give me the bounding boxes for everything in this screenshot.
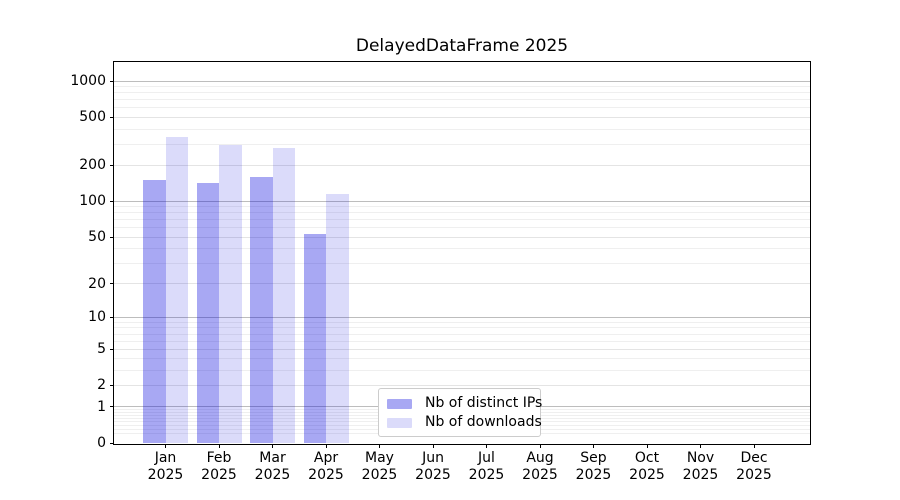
gridline-major	[114, 316, 810, 318]
x-axis-tick	[646, 444, 648, 448]
x-tick-label-sep: Sep 2025	[575, 450, 612, 483]
gridline-minor	[114, 321, 810, 323]
y-axis-tick	[110, 200, 114, 202]
y-tick-label: 100	[79, 193, 106, 210]
y-tick-label: 2	[97, 377, 106, 394]
x-axis-tick	[218, 444, 220, 448]
gridline-labeled	[114, 116, 810, 118]
legend-entry-downloads: Nb of downloads	[387, 413, 542, 432]
bar-mar-nb-of-distinct-ips	[250, 176, 273, 443]
legend-label-distinct-ips: Nb of distinct IPs	[425, 395, 543, 411]
gridline-labeled	[114, 164, 810, 166]
x-axis-tick	[379, 444, 380, 448]
legend-swatch-distinct-ips	[387, 398, 412, 409]
x-axis-tick	[165, 444, 166, 448]
gridline-minor	[114, 128, 810, 130]
gridline-minor	[114, 143, 810, 145]
y-axis-tick	[110, 442, 114, 444]
x-axis-tick	[486, 444, 487, 448]
gridline-minor	[114, 206, 810, 208]
y-tick-label: 500	[79, 109, 106, 126]
y-axis-tick	[110, 384, 114, 386]
gridline-minor	[114, 99, 810, 101]
bar-apr-nb-of-distinct-ips	[303, 234, 326, 443]
x-tick-label-oct: Oct 2025	[629, 450, 665, 483]
gridline-labeled	[114, 283, 810, 284]
gridline-minor	[114, 333, 810, 335]
y-axis-tick	[110, 80, 114, 82]
y-axis-tick	[110, 348, 114, 350]
y-tick-label: 1	[97, 398, 106, 415]
x-axis-tick	[272, 444, 273, 448]
x-tick-label-may: May 2025	[361, 450, 398, 483]
gridline-minor	[114, 219, 810, 221]
bar-feb-nb-of-downloads	[219, 144, 242, 443]
gridline-minor	[114, 227, 810, 229]
x-tick-label-nov: Nov 2025	[682, 450, 719, 483]
y-tick-label: 20	[88, 275, 106, 292]
bar-feb-nb-of-distinct-ips	[196, 183, 219, 443]
y-axis-tick	[110, 116, 114, 118]
gridline-minor	[114, 107, 810, 109]
chart-title: DelayedDataFrame 2025	[355, 36, 569, 56]
gridline-labeled	[114, 384, 810, 386]
x-tick-label-dec: Dec 2025	[736, 450, 772, 483]
legend: Nb of distinct IPs Nb of downloads	[378, 388, 542, 437]
y-tick-label: 0	[97, 435, 106, 451]
gridline-minor	[114, 247, 810, 249]
x-tick-label-apr: Apr 2025	[308, 450, 344, 483]
x-axis-tick	[539, 444, 541, 448]
gridline-minor	[114, 212, 810, 214]
y-axis-tick	[110, 236, 114, 238]
gridline-minor	[114, 358, 810, 360]
bar-apr-nb-of-downloads	[326, 193, 349, 443]
x-tick-label-jul: Jul 2025	[468, 450, 505, 483]
y-tick-label: 1000	[70, 73, 106, 90]
gridline-minor	[114, 327, 810, 329]
legend-label-downloads: Nb of downloads	[425, 414, 542, 430]
y-axis-tick	[110, 406, 114, 408]
x-tick-label-mar: Mar 2025	[254, 450, 291, 483]
gridline-minor	[114, 340, 810, 342]
y-tick-label: 50	[88, 229, 106, 246]
y-axis-tick	[110, 316, 114, 318]
y-axis-tick	[110, 164, 114, 166]
y-tick-label: 200	[79, 157, 106, 174]
x-axis-tick	[753, 444, 755, 448]
y-tick-label: 10	[88, 309, 106, 326]
gridline-major	[114, 200, 810, 202]
y-tick-label: 5	[97, 341, 106, 358]
x-tick-label-feb: Feb 2025	[201, 450, 237, 483]
gridline-minor	[114, 262, 810, 264]
legend-entry-distinct-ips: Nb of distinct IPs	[387, 394, 542, 413]
x-axis-tick	[432, 444, 434, 448]
gridline-minor	[114, 92, 810, 94]
y-axis-tick	[110, 283, 114, 284]
gridline-major	[114, 80, 810, 82]
bar-jan-nb-of-downloads	[165, 136, 188, 443]
x-tick-label-jan: Jan 2025	[147, 450, 184, 483]
x-tick-label-jun: Jun 2025	[415, 450, 451, 483]
gridline-minor	[114, 86, 810, 88]
gridline-labeled	[114, 236, 810, 238]
legend-swatch-downloads	[387, 417, 412, 428]
x-axis-tick	[700, 444, 701, 448]
bar-jan-nb-of-distinct-ips	[143, 180, 166, 443]
x-tick-label-aug: Aug 2025	[522, 450, 558, 483]
x-axis-tick	[325, 444, 327, 448]
x-axis-tick	[593, 444, 594, 448]
gridline-labeled	[114, 348, 810, 350]
gridline-minor	[114, 369, 810, 371]
bar-mar-nb-of-downloads	[272, 147, 295, 443]
